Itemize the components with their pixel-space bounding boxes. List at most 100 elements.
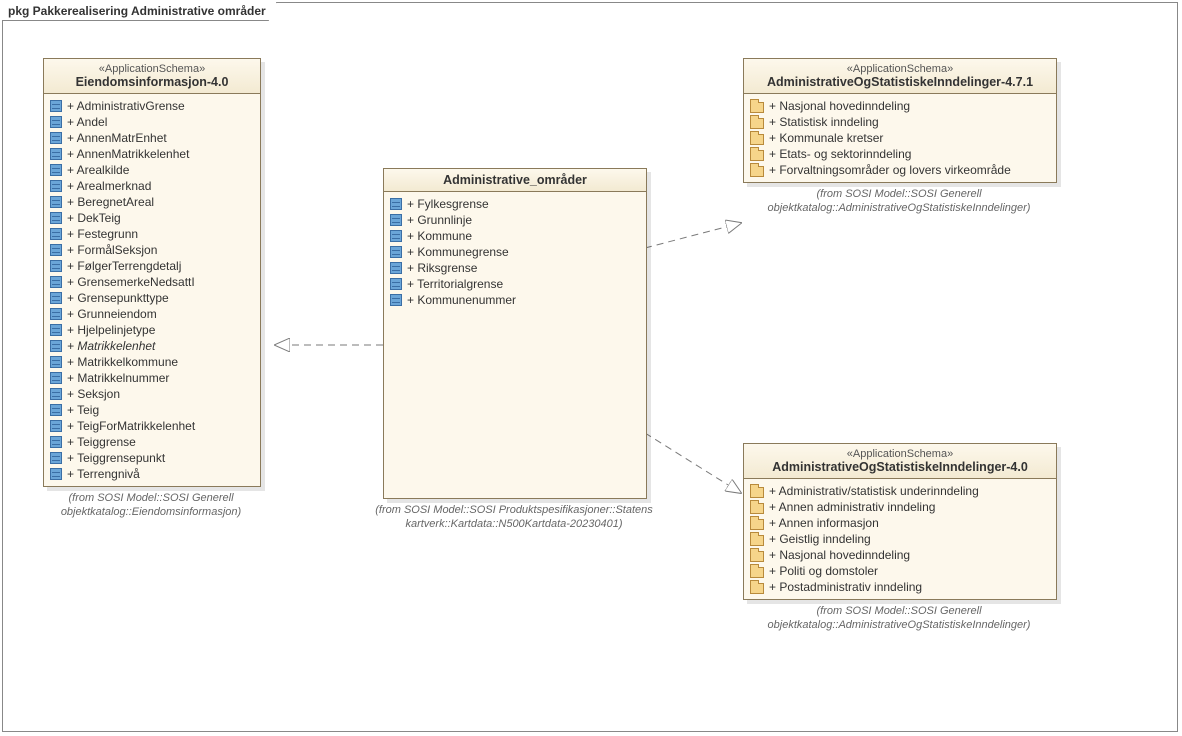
class-icon: [390, 214, 402, 226]
uml-member-label: + Nasjonal hovedinndeling: [769, 99, 910, 113]
uml-member-row: + Annen administrativ inndeling: [750, 499, 1050, 515]
uml-header: «ApplicationSchema»Eiendomsinformasjon-4…: [44, 59, 260, 94]
uml-package-adm-statistiske-471: «ApplicationSchema»AdministrativeOgStati…: [743, 58, 1057, 183]
package-icon: [750, 134, 764, 145]
class-icon: [50, 356, 62, 368]
uml-members: + Fylkesgrense+ Grunnlinje+ Kommune+ Kom…: [384, 192, 646, 498]
uml-member-label: + Kommunegrense: [407, 245, 509, 259]
stereotype-label: «ApplicationSchema»: [750, 63, 1050, 75]
uml-member-row: + Festegrunn: [50, 226, 254, 242]
uml-member-label: + Andel: [67, 115, 107, 129]
uml-member-label: + Grunneiendom: [67, 307, 157, 321]
from-note: (from SOSI Model::SOSI Generell objektka…: [733, 604, 1065, 633]
package-icon: [750, 503, 764, 514]
uml-member-label: + Arealkilde: [67, 163, 129, 177]
uml-member-row: + Nasjonal hovedinndeling: [750, 547, 1050, 563]
uml-member-row: + AnnenMatrikkelenhet: [50, 146, 254, 162]
uml-member-label: + Etats- og sektorinndeling: [769, 147, 911, 161]
class-icon: [50, 292, 62, 304]
uml-member-label: + TeigForMatrikkelenhet: [67, 419, 195, 433]
uml-member-row: + Andel: [50, 114, 254, 130]
uml-member-label: + Kommunale kretser: [769, 131, 883, 145]
uml-member-label: + Hjelpelinjetype: [67, 323, 155, 337]
uml-header: «ApplicationSchema»AdministrativeOgStati…: [744, 444, 1056, 479]
class-icon: [50, 420, 62, 432]
uml-member-label: + Postadministrativ inndeling: [769, 580, 922, 594]
class-icon: [390, 262, 402, 274]
uml-member-row: + DekTeig: [50, 210, 254, 226]
uml-member-row: + Arealkilde: [50, 162, 254, 178]
uml-package-adm-statistiske-40: «ApplicationSchema»AdministrativeOgStati…: [743, 443, 1057, 600]
uml-member-label: + Matrikkelenhet: [67, 339, 155, 353]
frame-title: pkg Pakkerealisering Administrative områ…: [2, 2, 277, 21]
class-icon: [50, 196, 62, 208]
class-icon: [50, 388, 62, 400]
from-note: (from SOSI Model::SOSI Generell objektka…: [733, 187, 1065, 216]
uml-member-label: + Geistlig inndeling: [769, 532, 871, 546]
uml-member-label: + Annen administrativ inndeling: [769, 500, 935, 514]
class-icon: [50, 228, 62, 240]
uml-member-row: + Teig: [50, 402, 254, 418]
uml-title: AdministrativeOgStatistiskeInndelinger-4…: [750, 75, 1050, 89]
uml-member-row: + Statistisk inndeling: [750, 114, 1050, 130]
uml-member-row: + Postadministrativ inndeling: [750, 579, 1050, 595]
uml-members: + Administrativ/statistisk underinndelin…: [744, 479, 1056, 599]
class-icon: [390, 246, 402, 258]
uml-member-row: + Terrengnivå: [50, 466, 254, 482]
uml-package-administrative-omrader: Administrative_områder+ Fylkesgrense+ Gr…: [383, 168, 647, 499]
uml-member-row: + Grunneiendom: [50, 306, 254, 322]
uml-member-label: + Riksgrense: [407, 261, 477, 275]
class-icon: [50, 116, 62, 128]
uml-member-row: + Kommunegrense: [390, 244, 640, 260]
class-icon: [390, 278, 402, 290]
uml-member-label: + BeregnetAreal: [67, 195, 154, 209]
class-icon: [50, 372, 62, 384]
uml-member-label: + AnnenMatrEnhet: [67, 131, 167, 145]
uml-member-row: + Annen informasjon: [750, 515, 1050, 531]
uml-member-row: + Fylkesgrense: [390, 196, 640, 212]
uml-member-row: + Kommune: [390, 228, 640, 244]
package-icon: [750, 535, 764, 546]
uml-title: AdministrativeOgStatistiskeInndelinger-4…: [750, 460, 1050, 474]
uml-member-row: + AdministrativGrense: [50, 98, 254, 114]
from-note: (from SOSI Model::SOSI Produktspesifikas…: [373, 503, 655, 532]
stereotype-label: «ApplicationSchema»: [50, 63, 254, 75]
uml-member-row: + Riksgrense: [390, 260, 640, 276]
uml-member-label: + Arealmerknad: [67, 179, 151, 193]
class-icon: [50, 404, 62, 416]
class-icon: [50, 436, 62, 448]
realization-edge: [645, 223, 741, 248]
uml-member-label: + Grunnlinje: [407, 213, 472, 227]
uml-member-label: + Statistisk inndeling: [769, 115, 879, 129]
uml-member-label: + AnnenMatrikkelenhet: [67, 147, 189, 161]
uml-member-row: + Teiggrensepunkt: [50, 450, 254, 466]
uml-member-row: + Grunnlinje: [390, 212, 640, 228]
uml-member-label: + Territorialgrense: [407, 277, 503, 291]
uml-package-eiendomsinformasjon: «ApplicationSchema»Eiendomsinformasjon-4…: [43, 58, 261, 487]
class-icon: [50, 260, 62, 272]
uml-member-label: + Matrikkelnummer: [67, 371, 169, 385]
class-icon: [390, 294, 402, 306]
uml-member-row: + Politi og domstoler: [750, 563, 1050, 579]
uml-member-row: + Matrikkelkommune: [50, 354, 254, 370]
uml-header: Administrative_områder: [384, 169, 646, 192]
uml-member-label: + Teig: [67, 403, 99, 417]
uml-member-label: + Seksjon: [67, 387, 120, 401]
uml-member-label: + Terrengnivå: [67, 467, 140, 481]
uml-member-label: + AdministrativGrense: [67, 99, 185, 113]
uml-member-label: + Forvaltningsområder og lovers virkeomr…: [769, 163, 1011, 177]
uml-member-row: + Arealmerknad: [50, 178, 254, 194]
package-icon: [750, 118, 764, 129]
uml-member-row: + GrensemerkeNedsattI: [50, 274, 254, 290]
uml-member-row: + AnnenMatrEnhet: [50, 130, 254, 146]
uml-member-row: + Kommunale kretser: [750, 130, 1050, 146]
diagram-frame: pkg Pakkerealisering Administrative områ…: [2, 2, 1178, 732]
class-icon: [50, 212, 62, 224]
uml-member-label: + Kommunenummer: [407, 293, 516, 307]
uml-member-row: + Geistlig inndeling: [750, 531, 1050, 547]
uml-member-row: + Matrikkelenhet: [50, 338, 254, 354]
uml-member-label: + Annen informasjon: [769, 516, 879, 530]
uml-member-label: + FølgerTerrengdetalj: [67, 259, 181, 273]
uml-member-row: + Forvaltningsområder og lovers virkeomr…: [750, 162, 1050, 178]
class-icon: [390, 198, 402, 210]
